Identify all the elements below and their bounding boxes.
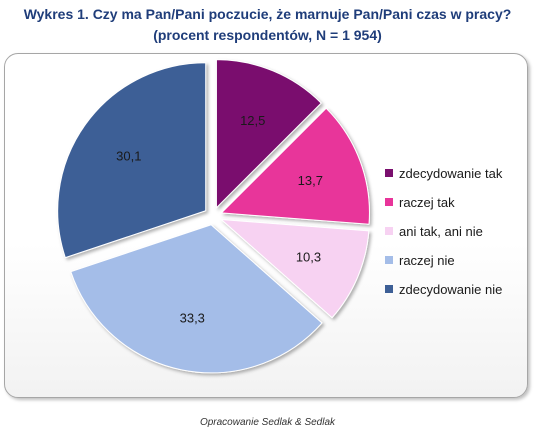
pie-label-ani-tak-ani-nie: 10,3 [296,249,321,264]
legend-swatch [385,227,393,235]
chart-title: Wykres 1. Czy ma Pan/Pani poczucie, że m… [0,4,535,46]
legend-item-zdecydowanie-tak: zdecydowanie tak [385,165,503,181]
legend-label: raczej nie [399,252,455,268]
legend-item-raczej-tak: raczej tak [385,194,502,210]
pie-slice-raczej-nie [70,224,323,374]
legend-swatch [385,285,393,293]
legend-swatch [385,256,393,264]
source-note: Opracowanie Sedlak & Sedlak [199,417,336,428]
legend-label: ani tak, ani nie [399,223,483,239]
chart-title-line1: Wykres 1. Czy ma Pan/Pani poczucie, że m… [23,6,512,22]
pie-slice-raczej-tak [220,107,370,225]
pie-label-raczej-nie: 33,3 [180,311,205,326]
legend: zdecydowanie tak raczej tak ani tak, ani n… [385,166,502,311]
pie-slice-ani-tak-ani-nie [219,218,370,319]
pie-slice-zdecydowanie-tak [215,59,322,209]
pie-slice-zdecydowanie-nie [57,62,207,259]
legend-item-zdecydowanie-nie: zdecydowanie nie [385,281,503,297]
legend-swatch [385,169,393,177]
pie-label-zdecydowanie-nie: 30,1 [116,148,141,163]
legend-label: zdecydowanie tak [399,165,503,181]
pie-label-zdecydowanie-tak: 12,5 [240,113,265,128]
legend-item-raczej-nie: raczej nie [385,252,502,268]
legend-item-ani-tak-ani-nie: ani tak, ani nie [385,223,502,239]
legend-swatch [385,198,393,206]
pie-label-raczej-tak: 13,7 [298,173,323,188]
chart-title-line2: (procent respondentów, N = 1 954) [153,27,382,43]
legend-label: raczej tak [399,194,455,210]
legend-label: zdecydowanie nie [399,281,503,297]
